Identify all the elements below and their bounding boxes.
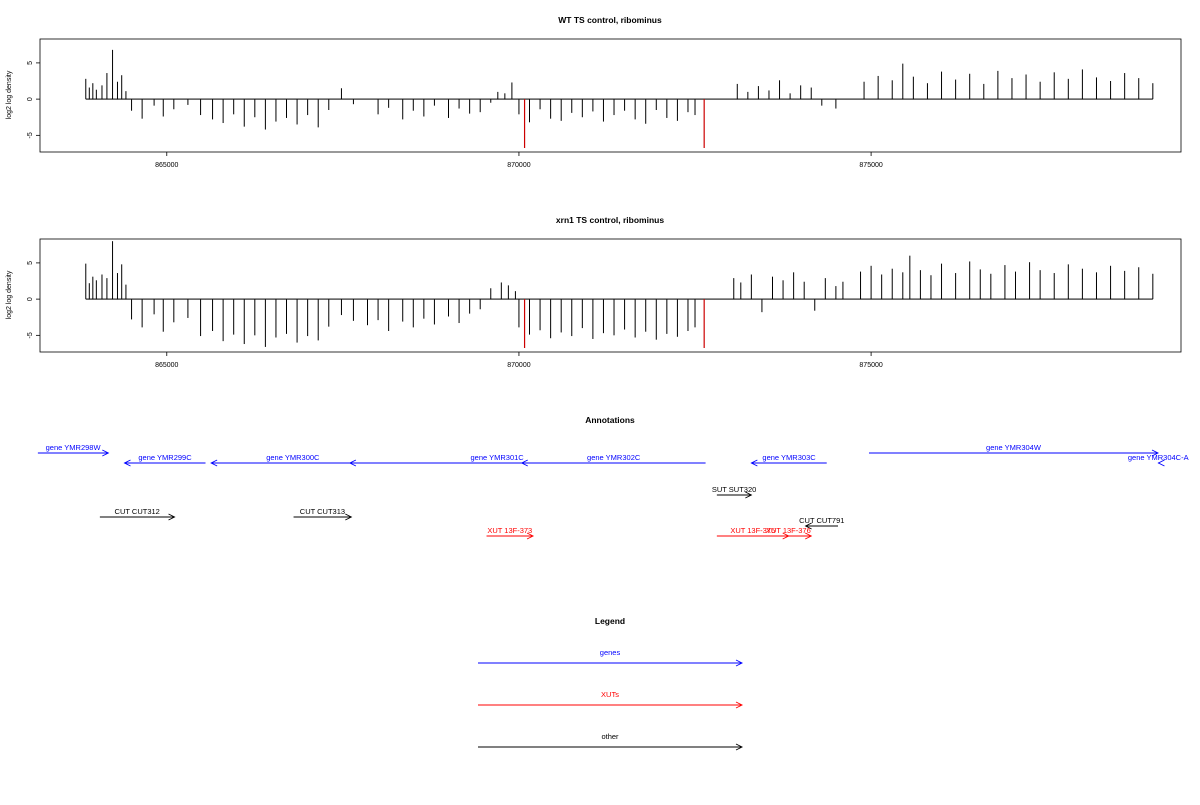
legend-title: Legend [595, 616, 625, 626]
feature-gene: gene YMR304W [868, 443, 1160, 457]
arrow-head [348, 459, 357, 467]
feature-gene: gene YMR303C [750, 453, 827, 467]
plot-frame [39, 238, 1182, 353]
feature-label: CUT CUT313 [300, 507, 345, 516]
x-tick-label: 870000 [507, 362, 530, 369]
x-tick-label: 875000 [859, 362, 882, 369]
panel-wt: WT TS control, ribominus log2 log densit… [6, 15, 1182, 169]
y-tick-label: 5 [27, 61, 34, 65]
feature-label: gene YMR301C [470, 453, 524, 462]
y-tick-label: 0 [27, 297, 34, 301]
y-axis-label: log2 log density [6, 70, 13, 119]
feature-xut: XUT 13F-376 [765, 526, 813, 540]
arrow-head [745, 491, 753, 499]
feature-gene: gene YMR304C-A [1128, 453, 1189, 467]
arrow-head [526, 532, 535, 540]
feature-gene: gene YMR300C [210, 453, 375, 467]
arrow-head [168, 513, 176, 521]
feature-label: gene YMR299C [138, 453, 192, 462]
y-tick-label: 5 [27, 261, 34, 265]
panel-title: WT TS control, ribominus [558, 15, 662, 25]
arrow-head [123, 459, 131, 467]
feature-gene: gene YMR299C [123, 453, 206, 467]
legend: Legend genes XUTs other [478, 616, 744, 751]
feature-gene: gene YMR302C [520, 453, 706, 467]
arrow-head [735, 659, 744, 667]
feature-label: XUT 13F-373 [487, 526, 532, 535]
feature-xut: XUT 13F-373 [486, 526, 535, 540]
feature-label: gene YMR304W [986, 443, 1042, 452]
legend-item: genes [478, 648, 744, 667]
legend-items: genes XUTs other [478, 648, 744, 751]
feature-label: XUT 13F-376 [766, 526, 811, 535]
feature-label: gene YMR302C [587, 453, 641, 462]
feature-other: CUT CUT791 [799, 516, 844, 530]
bars-layer [85, 49, 1154, 148]
legend-item: XUTs [478, 690, 744, 709]
arrow-head [210, 459, 218, 467]
arrow-head [345, 513, 353, 521]
y-axis-label: log2 log density [6, 270, 13, 319]
feature-other: CUT CUT313 [293, 507, 353, 521]
legend-item-label: other [601, 732, 619, 741]
panel-xrn1: xrn1 TS control, ribominus log2 log dens… [6, 215, 1182, 369]
feature-label: gene YMR303C [762, 453, 816, 462]
arrow-head [1157, 459, 1165, 467]
arrow-head [805, 532, 813, 540]
x-tick-label: 870000 [507, 162, 530, 169]
y-tick-label: 0 [27, 97, 34, 101]
y-tick-label: -5 [27, 332, 34, 338]
arrow-head [1151, 449, 1160, 457]
legend-item: other [478, 732, 744, 751]
feature-other: CUT CUT312 [99, 507, 176, 521]
legend-item-label: genes [600, 648, 621, 657]
feature-other: SUT SUT320 [712, 485, 756, 499]
axes-layer: 865000 870000 875000 -5 0 5 [27, 61, 883, 169]
arrow-head [102, 449, 110, 457]
feature-label: XUT 13F-375 [730, 526, 775, 535]
arrow-head [520, 459, 528, 467]
feature-label: SUT SUT320 [712, 485, 756, 494]
arrow-head [735, 701, 744, 709]
arrow-head [804, 522, 812, 530]
plot-frame [39, 38, 1182, 153]
feature-label: gene YMR300C [266, 453, 320, 462]
arrow-head [735, 743, 744, 751]
x-tick-label: 865000 [155, 162, 178, 169]
x-tick-label: 865000 [155, 362, 178, 369]
axes-layer: 865000 870000 875000 -5 0 5 [27, 261, 883, 369]
y-tick-label: -5 [27, 132, 34, 138]
arrow-head [750, 459, 758, 467]
legend-item-label: XUTs [601, 690, 619, 699]
panel-title: xrn1 TS control, ribominus [556, 215, 664, 225]
bars-layer [85, 241, 1154, 348]
x-tick-label: 875000 [859, 162, 882, 169]
annotation-features: gene YMR298W gene YMR299C gene YMR300C gene… [37, 443, 1189, 540]
feature-label: gene YMR298W [46, 443, 102, 452]
feature-label: CUT CUT791 [799, 516, 844, 525]
annotations-title: Annotations [585, 415, 635, 425]
feature-gene: gene YMR298W [37, 443, 110, 457]
feature-label: gene YMR304C-A [1128, 453, 1189, 462]
feature-label: CUT CUT312 [115, 507, 160, 516]
